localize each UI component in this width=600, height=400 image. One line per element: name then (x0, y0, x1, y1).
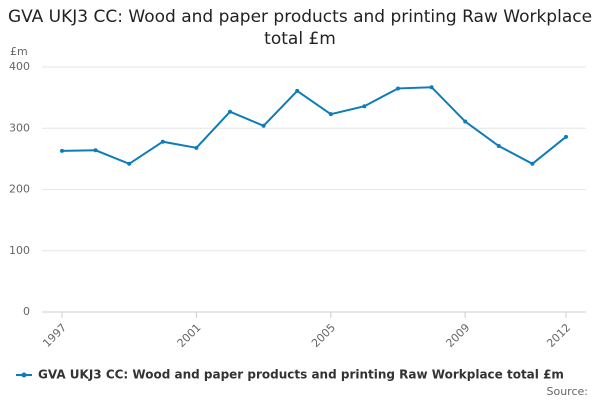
data-point (463, 119, 468, 124)
x-tick-label: 2005 (309, 321, 338, 350)
data-point (496, 144, 501, 149)
y-tick-label: 400 (9, 60, 30, 73)
x-tick-label: 2001 (175, 321, 204, 350)
data-line (61, 86, 567, 165)
data-point (295, 88, 300, 93)
data-point (228, 109, 232, 114)
data-point (127, 161, 132, 166)
y-tick-label: 200 (9, 183, 30, 196)
data-point (93, 148, 98, 153)
y-axis-label: £m (10, 45, 28, 58)
data-point (328, 112, 333, 117)
data-point (261, 123, 266, 128)
source: Source: (547, 385, 589, 398)
data-point (396, 86, 400, 91)
data-point (429, 85, 434, 90)
x-tick-label: 2012 (544, 321, 573, 350)
data-point (60, 148, 64, 153)
x-tick-label: 2009 (443, 321, 472, 350)
x-tick-label: 1997 (40, 321, 69, 350)
data-point (530, 161, 535, 166)
y-tick-label: 100 (9, 244, 30, 257)
legend-label: GVA UKJ3 CC: Wood and paper products and… (38, 368, 564, 382)
y-tick-label: 300 (9, 121, 30, 134)
legend-marker (21, 372, 27, 378)
data-point (160, 139, 165, 144)
y-tick-label: 0 (23, 305, 30, 318)
data-point (362, 104, 367, 109)
data-point (564, 134, 568, 139)
data-point (194, 145, 199, 150)
chart-title: GVA UKJ3 CC: Wood and paper products and… (7, 7, 593, 49)
